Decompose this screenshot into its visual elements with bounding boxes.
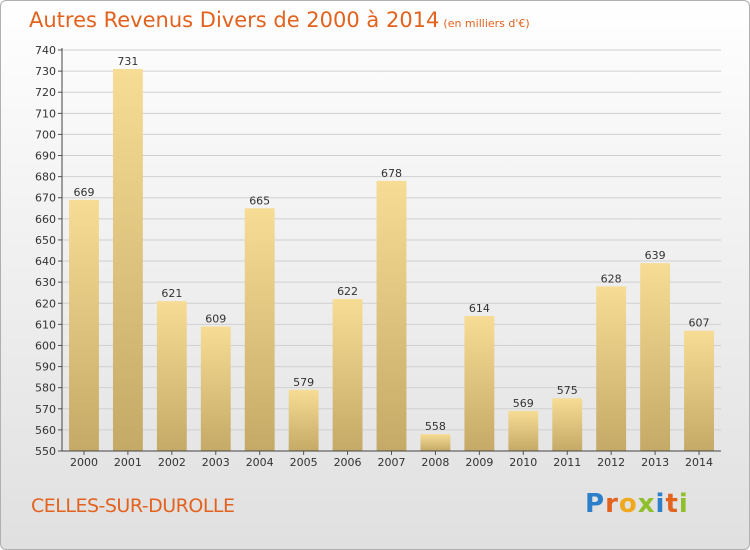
bar-2009 [464,315,495,451]
bar-2010 [508,410,539,451]
bar-2007 [376,180,407,451]
y-tick-label: 680 [35,171,56,184]
data-label-2007: 678 [381,167,402,180]
x-tick-label: 2009 [465,456,493,469]
bar-2013 [640,263,671,451]
data-label-2013: 639 [645,249,666,262]
logo-letter: P [585,489,606,519]
logo-letter: r [605,489,619,519]
logo-letter: t [665,489,679,519]
y-tick-label: 630 [35,276,56,289]
y-tick-label: 720 [35,86,56,99]
x-tick-label: 2012 [597,456,625,469]
y-tick-label: 600 [35,339,56,352]
y-tick-label: 610 [35,318,56,331]
bar-2001 [112,68,143,451]
bar-2003 [200,326,231,451]
bar-2002 [156,301,187,451]
y-tick-label: 590 [35,361,56,374]
y-tick-label: 730 [35,65,56,78]
bar-2006 [332,299,363,451]
bar-2008 [420,434,451,451]
data-label-2008: 558 [425,420,446,433]
y-tick-label: 740 [35,44,56,57]
x-tick-label: 2001 [114,456,142,469]
unit-label: (en milliers d'€) [443,17,530,30]
y-tick-label: 550 [35,445,56,458]
y-tick-label: 660 [35,213,56,226]
data-labels: 669 731 621 609 665 579 622 678 558 614 569 575 628 6… [73,55,709,433]
data-label-2001: 731 [117,55,138,68]
x-tick-label: 2011 [553,456,581,469]
bar-2004 [244,208,275,451]
x-tick-label: 2004 [246,456,274,469]
y-tick-label: 670 [35,192,56,205]
title-text: Autres Revenus Divers de 2000 à 2014 [29,8,440,32]
data-label-2010: 569 [513,397,534,410]
x-tick-label: 2005 [290,456,318,469]
x-tick-label: 2002 [158,456,186,469]
bar-2005 [288,389,319,451]
y-axis-ticks: 550 560 570 580 590 600 610 620 630 640 650 660 670 6… [35,44,62,458]
x-tick-label: 2008 [421,456,449,469]
bar-2000 [69,199,99,451]
axes [61,48,721,452]
data-label-2011: 575 [557,384,578,397]
y-tick-label: 570 [35,403,56,416]
bar-2014 [684,330,714,451]
y-tick-label: 620 [35,297,56,310]
data-label-2003: 609 [205,312,226,325]
data-label-2000: 669 [73,186,94,199]
logo-letter: i [678,489,689,519]
bars [69,68,714,451]
data-label-2014: 607 [689,317,710,330]
x-tick-label: 2003 [202,456,230,469]
x-tick-label: 2007 [378,456,406,469]
place-name: CELLES-SUR-DUROLLE [31,495,235,517]
data-label-2009: 614 [469,302,490,315]
chart-title: Autres Revenus Divers de 2000 à 2014 (en … [29,8,530,32]
y-tick-label: 640 [35,255,56,268]
data-label-2002: 621 [161,287,182,300]
proxiti-logo: Proxiti [585,489,689,519]
x-tick-label: 2013 [641,456,669,469]
logo-letter: x [637,489,656,519]
logo-letter: i [655,489,666,519]
x-tick-label: 2006 [334,456,362,469]
y-tick-label: 690 [35,150,56,163]
data-label-2012: 628 [601,272,622,285]
x-axis-ticks: 2000 2001 2002 2003 2004 2005 2006 2007 2008 2009… [70,451,713,469]
data-label-2006: 622 [337,285,358,298]
y-tick-label: 580 [35,382,56,395]
y-tick-label: 560 [35,424,56,437]
x-tick-label: 2014 [685,456,713,469]
y-tick-label: 710 [35,107,56,120]
logo-letter: o [618,489,638,519]
data-label-2004: 665 [249,194,270,207]
x-tick-label: 2010 [509,456,537,469]
x-tick-label: 2000 [70,456,98,469]
bar-2011 [552,398,583,451]
y-tick-label: 650 [35,234,56,247]
data-label-2005: 579 [293,376,314,389]
bar-2012 [596,286,627,451]
y-tick-label: 700 [35,128,56,141]
